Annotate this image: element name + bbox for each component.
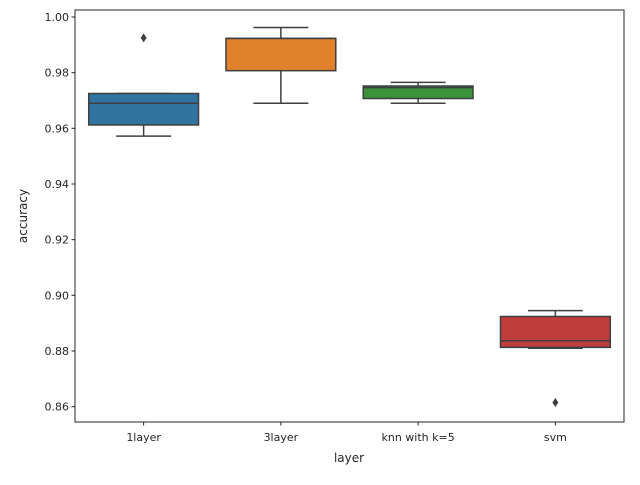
- box-1layer: [87, 33, 200, 137]
- plot-frame: [74, 9, 625, 423]
- y-tick-label: 0.96: [45, 122, 70, 135]
- y-tick-label: 0.86: [45, 401, 70, 414]
- box-body: [499, 315, 612, 349]
- y-axis-label: accuracy: [16, 189, 30, 243]
- x-tick-label: svm: [544, 431, 567, 444]
- y-tick-label: 0.92: [45, 234, 70, 247]
- x-tick-label: 3layer: [264, 431, 299, 444]
- x-axis-label: layer: [334, 451, 364, 465]
- box-svm: [499, 309, 612, 408]
- box-body: [225, 37, 337, 72]
- y-tick-label: 0.90: [45, 289, 70, 302]
- x-axis: 1layer 3layer knn with k=5 svm: [126, 422, 567, 444]
- box-knn-with-k-5: [362, 81, 474, 105]
- x-tick-label: knn with k=5: [382, 431, 455, 444]
- box-body: [87, 92, 200, 126]
- y-tick-label: 0.94: [45, 178, 70, 191]
- y-axis: 0.86 0.88 0.90 0.92 0.94 0.96 0.98 1.00: [45, 11, 75, 414]
- boxes-layer: [87, 26, 612, 408]
- y-tick-label: 0.88: [45, 345, 70, 358]
- y-tick-label: 1.00: [45, 11, 70, 24]
- box-3layer: [225, 26, 337, 105]
- box-body: [362, 85, 474, 100]
- x-tick-label: 1layer: [126, 431, 161, 444]
- outlier-point: [552, 398, 559, 408]
- outlier-point: [140, 33, 147, 43]
- y-tick-label: 0.98: [45, 67, 70, 80]
